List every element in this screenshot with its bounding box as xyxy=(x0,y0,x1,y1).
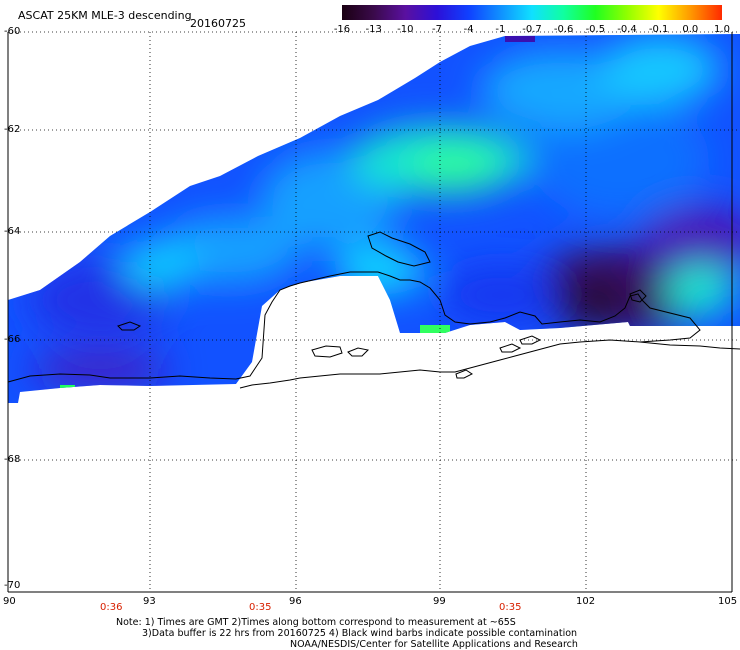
colorbar-swatches xyxy=(342,5,722,20)
map-frame xyxy=(7,32,733,593)
colorbar-tick-label: -13 xyxy=(365,24,382,35)
lon-label: 90 xyxy=(3,596,16,607)
colorbar-tick-label: -7 xyxy=(432,24,442,35)
coastline xyxy=(7,231,740,389)
colorbar xyxy=(342,5,722,20)
lat-label: -64 xyxy=(4,226,21,237)
pass-time-label: 0:35 xyxy=(249,602,272,613)
wind-swath xyxy=(8,34,740,403)
lat-label: -68 xyxy=(4,454,21,465)
colorbar-tick-label: 0.0 xyxy=(682,24,699,35)
colorbar-tick-label: -4 xyxy=(463,24,474,35)
colorbar-tick-label: -0.5 xyxy=(585,24,606,35)
lat-label: -60 xyxy=(4,26,21,37)
pass-time-label: 0:35 xyxy=(499,602,522,613)
colorbar-tick-label: -0.7 xyxy=(522,24,542,35)
pass-time-label: 0:36 xyxy=(100,602,123,613)
note-line-3: NOAA/NESDIS/Center for Satellite Applica… xyxy=(290,639,578,650)
lat-label: -70 xyxy=(4,580,21,591)
colorbar-tick-label: -0.4 xyxy=(617,24,637,35)
graticule xyxy=(8,31,740,592)
colorbar-tick-label: -16 xyxy=(333,24,351,35)
lon-label: 99 xyxy=(433,596,446,607)
colorbar-tick-label: -10 xyxy=(397,24,414,35)
colorbar-tick-label: 1.0 xyxy=(714,24,730,35)
lon-label: 96 xyxy=(289,596,302,607)
colorbar-tick-label: -0.6 xyxy=(553,24,574,35)
lon-label: 105 xyxy=(718,596,738,607)
lon-label: 93 xyxy=(143,596,156,607)
map-title: ASCAT 25KM MLE-3 descending xyxy=(18,9,192,22)
map-date: 20160725 xyxy=(190,17,246,30)
colorbar-tick-label: -0.1 xyxy=(648,24,669,35)
lat-label: -62 xyxy=(4,124,21,135)
lat-label: -66 xyxy=(4,334,21,345)
colorbar-tick-label: -1 xyxy=(495,24,506,35)
note-line-1: Note: 1) Times are GMT 2)Times along bot… xyxy=(116,617,516,628)
lon-label: 102 xyxy=(576,596,596,607)
colorbar-labels: -16 -13 -10 -7 -4 -1 -0.7 -0.6 -0.5 -0.4 -0.1 0.0 1.… xyxy=(330,24,730,36)
note-line-2: 3)Data buffer is 22 hrs from 20160725 4)… xyxy=(142,628,578,639)
